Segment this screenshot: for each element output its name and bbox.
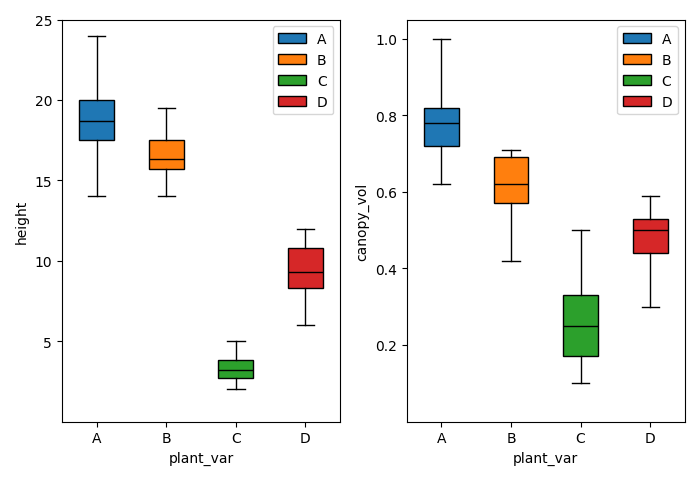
PathPatch shape bbox=[633, 219, 668, 253]
PathPatch shape bbox=[424, 108, 458, 146]
PathPatch shape bbox=[288, 248, 323, 288]
Legend: A, B, C, D: A, B, C, D bbox=[617, 27, 678, 115]
Y-axis label: height: height bbox=[15, 199, 29, 243]
PathPatch shape bbox=[564, 296, 598, 357]
X-axis label: plant_var: plant_var bbox=[169, 451, 234, 465]
X-axis label: plant_var: plant_var bbox=[513, 451, 578, 465]
PathPatch shape bbox=[79, 101, 114, 141]
PathPatch shape bbox=[149, 141, 183, 170]
Y-axis label: canopy_vol: canopy_vol bbox=[355, 182, 370, 260]
Legend: A, B, C, D: A, B, C, D bbox=[272, 27, 333, 115]
PathPatch shape bbox=[494, 158, 528, 204]
PathPatch shape bbox=[218, 360, 253, 378]
